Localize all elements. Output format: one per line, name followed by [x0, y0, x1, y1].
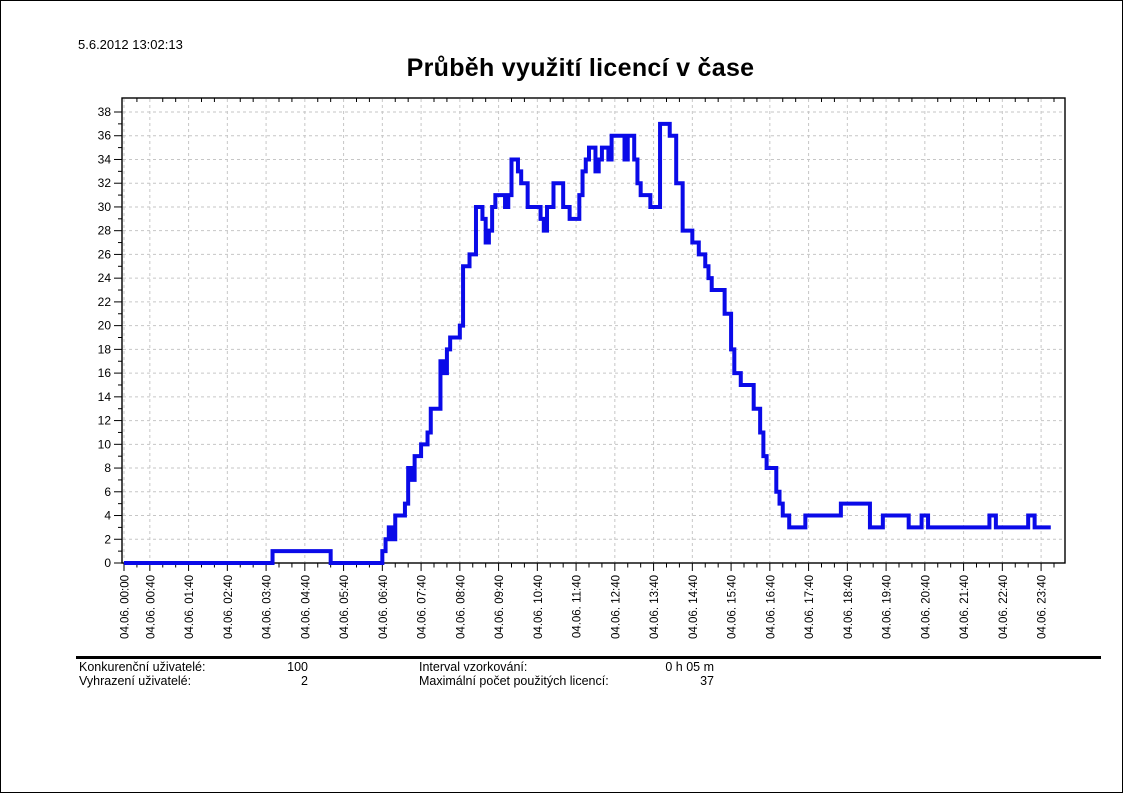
- footer-separator-line: [76, 656, 1101, 659]
- x-tick-label: 04.06. 11:40: [572, 575, 584, 638]
- y-tick-label: 30: [98, 200, 112, 214]
- x-tick-label: 04.06. 20:40: [920, 575, 932, 639]
- y-tick-label: 36: [98, 129, 112, 143]
- y-tick-label: 0: [104, 556, 111, 570]
- x-tick-label: 04.06. 14:40: [688, 575, 700, 639]
- x-tick-label: 04.06. 19:40: [882, 575, 894, 639]
- x-tick-label: 04.06. 10:40: [533, 575, 545, 639]
- y-tick-label: 4: [104, 509, 111, 523]
- x-tick-label: 04.06. 07:40: [417, 575, 429, 639]
- footer-value-max-licenses: 37: [700, 674, 714, 688]
- y-tick-label: 14: [98, 390, 112, 404]
- y-tick-label: 28: [98, 224, 112, 238]
- y-tick-label: 18: [98, 342, 112, 356]
- y-tick-label: 6: [104, 485, 111, 499]
- report-timestamp: 5.6.2012 13:02:13: [78, 37, 183, 52]
- plot-border: [121, 97, 1066, 564]
- x-tick-label: 04.06. 03:40: [262, 575, 274, 639]
- footer-value-sampling-interval: 0 h 05 m: [665, 660, 714, 674]
- footer-label-sampling-interval: Interval vzorkování:: [419, 660, 528, 674]
- x-tick-label: 04.06. 22:40: [998, 575, 1010, 639]
- y-tick-label: 2: [104, 532, 111, 546]
- footer-label-reserved-users: Vyhrazení uživatelé:: [79, 674, 192, 688]
- footer-value-concurrent-users: 100: [287, 660, 308, 674]
- x-tick-label: 04.06. 23:40: [1037, 575, 1049, 639]
- x-tick-label: 04.06. 12:40: [610, 575, 622, 639]
- x-tick-label: 04.06. 00:00: [120, 575, 132, 639]
- x-tick-label: 04.06. 08:40: [455, 575, 467, 639]
- y-tick-label: 26: [98, 247, 112, 261]
- x-tick-label: 04.06. 06:40: [378, 575, 390, 639]
- y-tick-label: 12: [98, 414, 112, 428]
- y-tick-label: 10: [98, 437, 112, 451]
- footer-label-max-licenses: Maximální počet použitých licencí:: [419, 674, 609, 688]
- y-tick-label: 32: [98, 176, 112, 190]
- y-tick-label: 22: [98, 295, 112, 309]
- x-tick-label: 04.06. 04:40: [300, 575, 312, 639]
- x-tick-label: 04.06. 15:40: [727, 575, 739, 639]
- x-tick-label: 04.06. 00:40: [145, 575, 157, 639]
- x-tick-label: 04.06. 16:40: [765, 575, 777, 639]
- x-tick-label: 04.06. 18:40: [843, 575, 855, 639]
- x-tick-label: 04.06. 17:40: [804, 575, 816, 639]
- x-tick-label: 04.06. 01:40: [184, 575, 196, 639]
- y-tick-label: 20: [98, 319, 112, 333]
- footer-label-concurrent-users: Konkurenční uživatelé:: [79, 660, 206, 674]
- footer-value-reserved-users: 2: [301, 674, 308, 688]
- chart-title: Průběh využití licencí v čase: [406, 54, 755, 82]
- x-tick-label: 04.06. 05:40: [339, 575, 351, 639]
- x-tick-label: 04.06. 21:40: [959, 575, 971, 639]
- y-tick-label: 24: [98, 271, 112, 285]
- x-tick-label: 04.06. 13:40: [649, 575, 661, 639]
- usage-step-line: [124, 121, 1051, 565]
- y-tick-label: 8: [104, 461, 111, 475]
- x-tick-label: 04.06. 02:40: [223, 575, 235, 639]
- y-tick-label: 34: [98, 152, 112, 166]
- x-tick-label: 04.06. 09:40: [494, 575, 506, 639]
- y-tick-label: 38: [98, 105, 112, 119]
- y-tick-label: 16: [98, 366, 112, 380]
